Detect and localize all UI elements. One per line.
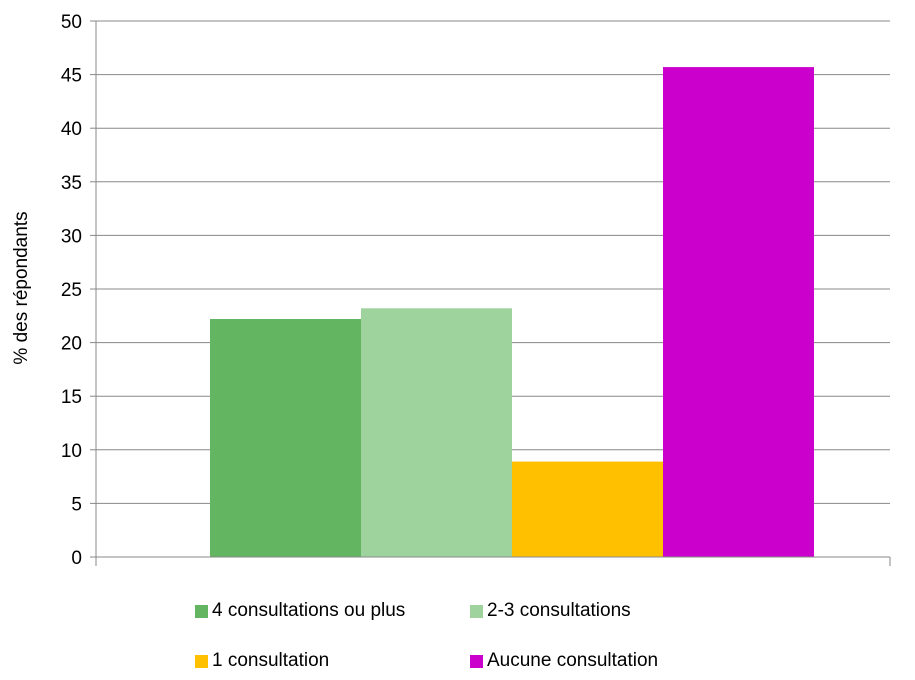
y-axis-ticks: 0 5 10 15 20 25 30 35 40 45 50 — [61, 12, 96, 569]
bar-1 — [210, 319, 361, 557]
bar-4 — [663, 67, 814, 557]
y-tick-label: 50 — [61, 12, 82, 33]
bar-2 — [361, 308, 512, 557]
y-tick-label: 35 — [61, 173, 82, 194]
y-tick-label: 25 — [61, 280, 82, 301]
axes — [95, 21, 891, 566]
y-tick-label: 10 — [61, 441, 82, 462]
y-tick-label: 30 — [61, 226, 82, 247]
y-tick-label: 5 — [71, 494, 82, 515]
bar-3 — [512, 461, 663, 557]
y-axis-label: % des répondants — [11, 211, 32, 364]
bars — [210, 67, 814, 557]
y-tick-label: 20 — [61, 334, 82, 355]
y-tick-label: 45 — [61, 66, 82, 87]
y-tick-label: 40 — [61, 119, 82, 140]
y-tick-label: 0 — [71, 548, 82, 569]
y-tick-label: 15 — [61, 387, 82, 408]
